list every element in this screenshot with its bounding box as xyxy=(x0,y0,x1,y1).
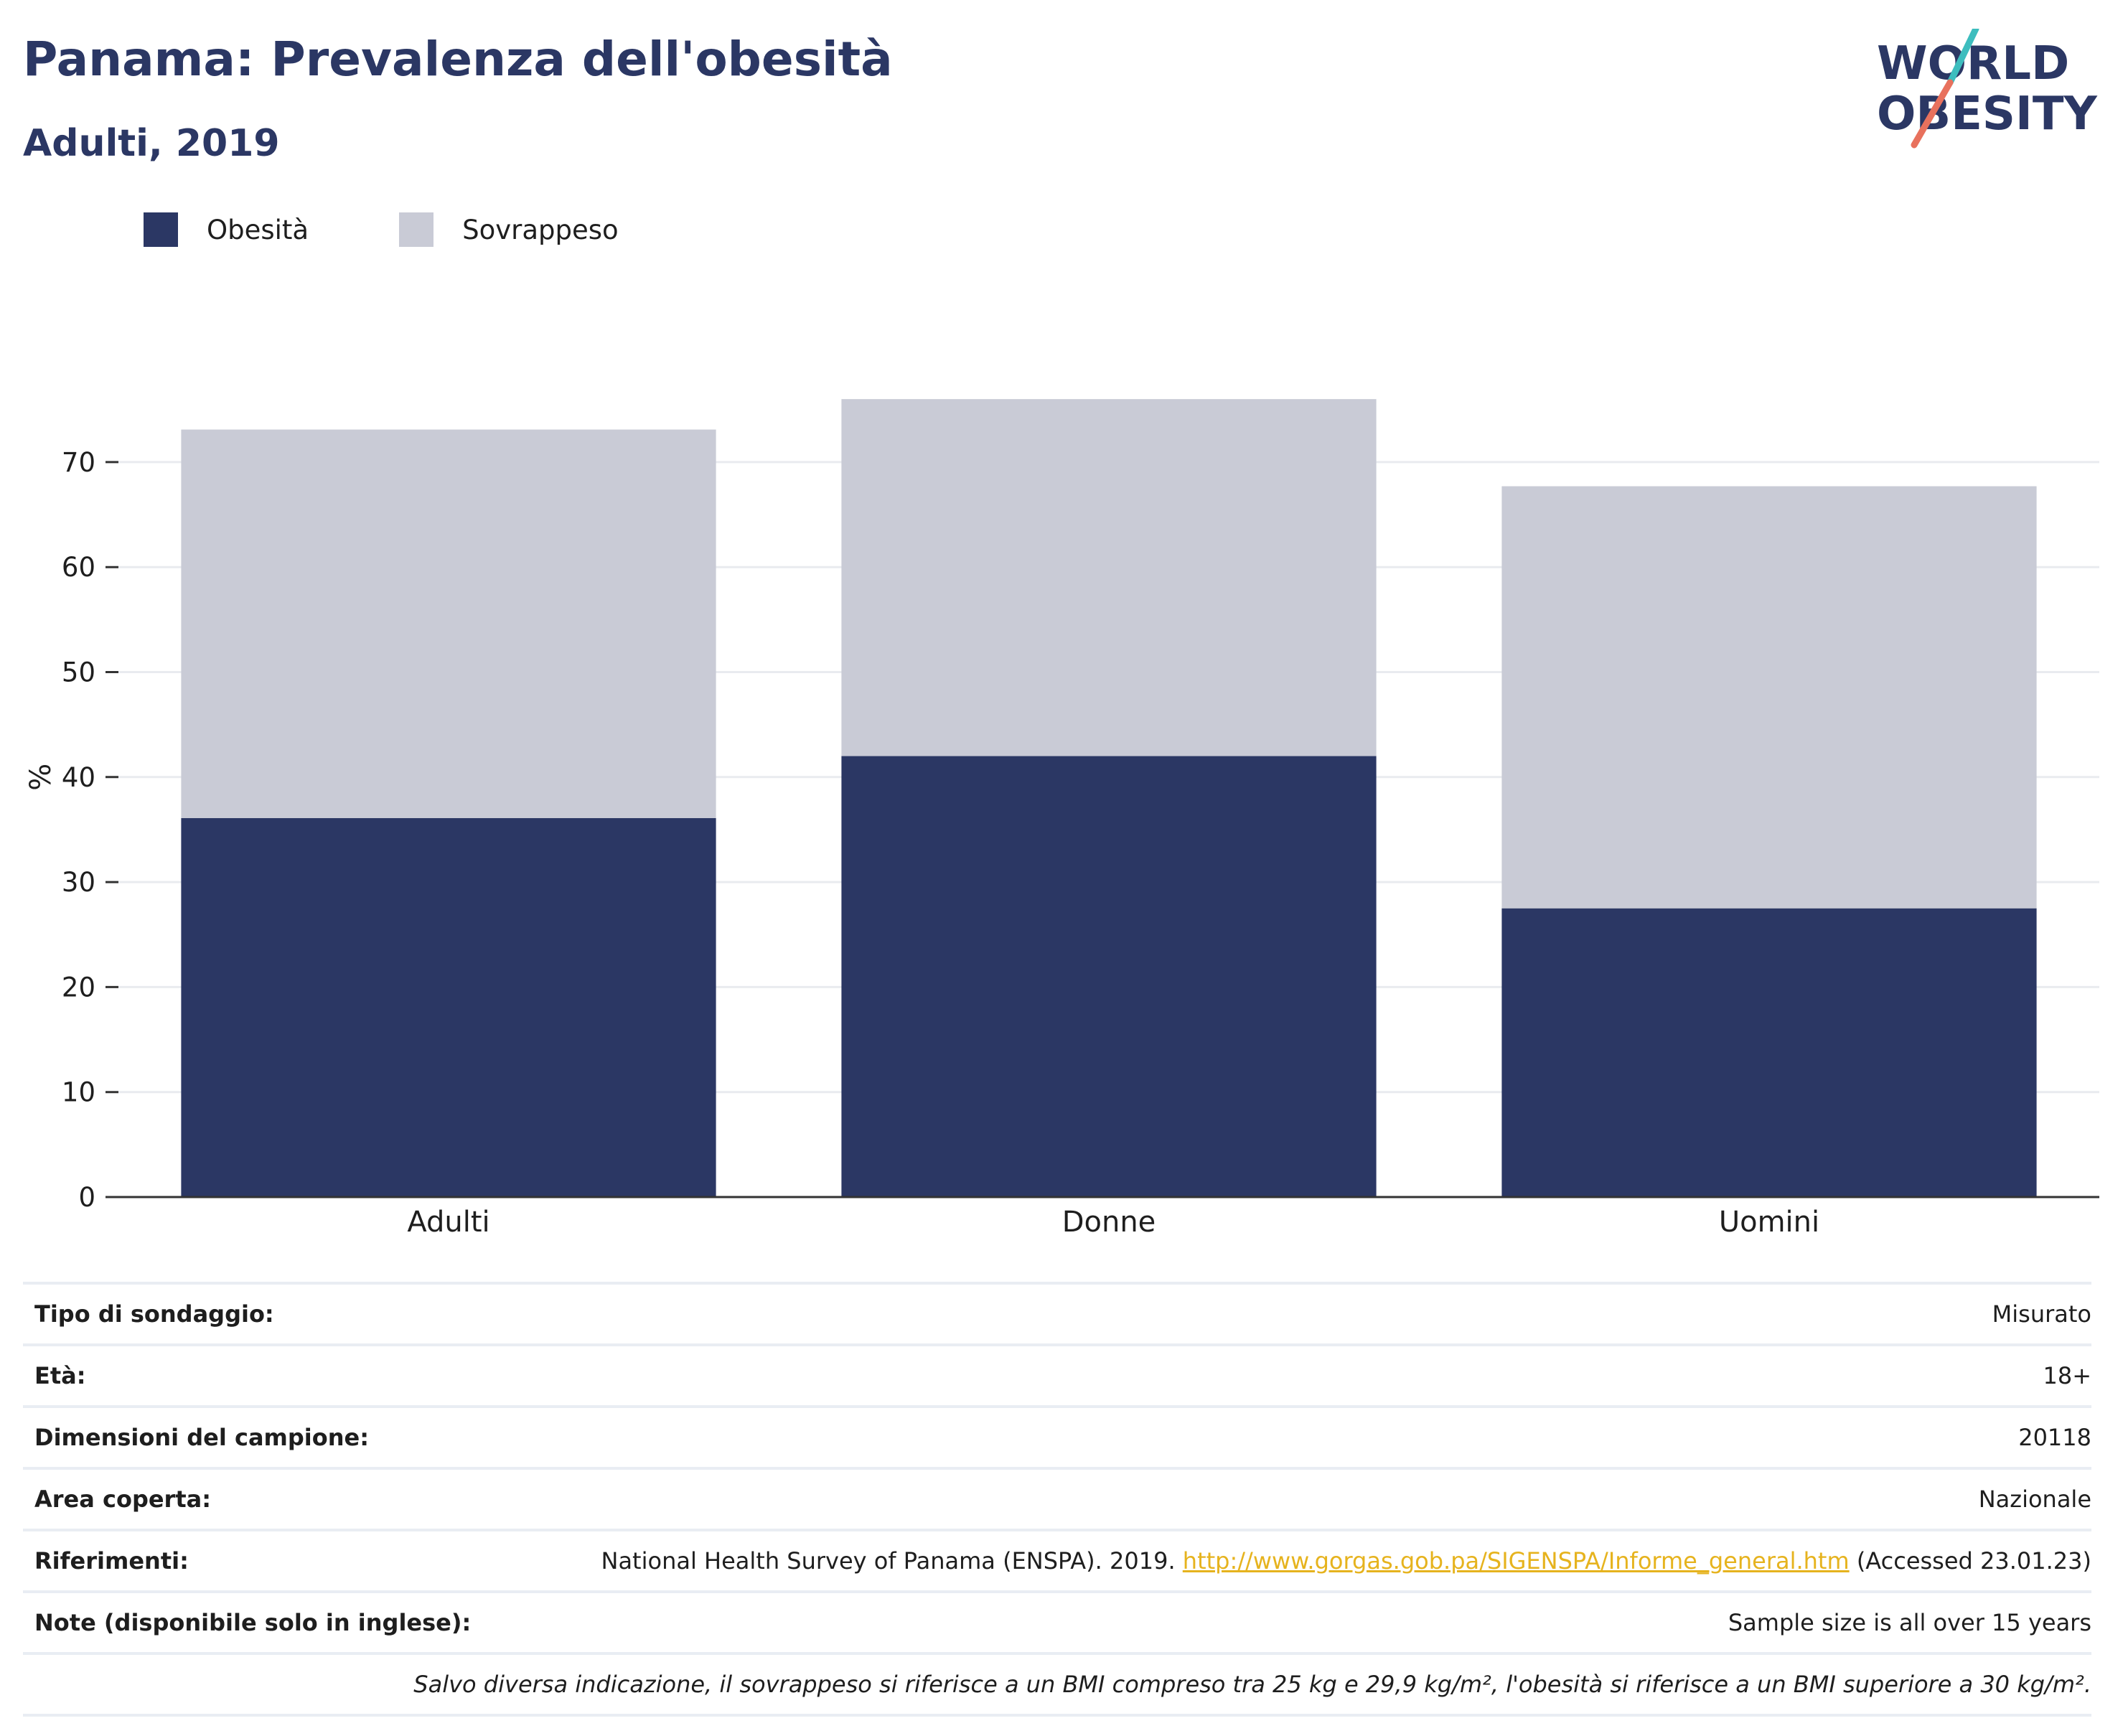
info-row-footnote: Salvo diversa indicazione, il sovrappeso… xyxy=(23,1652,2091,1717)
y-tick-label: 0 xyxy=(78,1182,95,1213)
bar-obesity-adulti xyxy=(181,817,716,1197)
info-key: Età: xyxy=(23,1343,499,1407)
info-value: National Health Survey of Panama (ENSPA)… xyxy=(498,1529,2091,1592)
bar-chart: 0 10 20 30 40 50 60 70% Adulti Donne Uomini xyxy=(24,399,2099,1239)
info-value: Sample size is all over 15 years xyxy=(498,1590,2091,1653)
x-tick-label: Donne xyxy=(1062,1206,1156,1239)
legend-item-obesity[interactable]: Obesità xyxy=(144,212,309,247)
info-key: Area coperta: xyxy=(23,1467,499,1530)
logo-text-obesity: OBESITY xyxy=(1877,88,2097,141)
y-tick-label: 10 xyxy=(62,1077,95,1108)
y-tick-label: 30 xyxy=(62,867,95,898)
y-tick-label: 40 xyxy=(62,762,95,793)
info-row-age: Età: 18+ xyxy=(23,1343,2091,1407)
info-key: Tipo di sondaggio: xyxy=(23,1282,499,1345)
bar-overweight-adulti xyxy=(181,429,716,818)
survey-info-table: Tipo di sondaggio: Misurato Età: 18+ Dim… xyxy=(23,1282,2091,1717)
info-key: Riferimenti: xyxy=(23,1529,499,1592)
reference-text: National Health Survey of Panama (ENSPA)… xyxy=(601,1547,1176,1575)
info-value: 20118 xyxy=(498,1405,2091,1468)
legend-label-obesity: Obesità xyxy=(207,214,309,245)
info-row-references: Riferimenti: National Health Survey of P… xyxy=(23,1529,2091,1592)
bar-overweight-donne xyxy=(841,399,1377,756)
info-row-area: Area coperta: Nazionale xyxy=(23,1467,2091,1530)
definition-footnote: Salvo diversa indicazione, il sovrappeso… xyxy=(23,1652,2091,1717)
legend-swatch-obesity xyxy=(144,212,178,247)
info-row-sample-size: Dimensioni del campione: 20118 xyxy=(23,1405,2091,1468)
x-tick-label: Adulti xyxy=(407,1206,489,1239)
y-tick-label: 60 xyxy=(62,552,95,583)
y-axis-label: % xyxy=(24,764,57,791)
logo-slash-coral xyxy=(1911,79,1954,149)
info-value: Nazionale xyxy=(498,1467,2091,1530)
chart-title: Panama: Prevalenza dell'obesità xyxy=(23,32,893,87)
chart-subtitle: Adulti, 2019 xyxy=(23,122,280,165)
bar-obesity-donne xyxy=(841,756,1377,1197)
logo-text-world: WORLD xyxy=(1877,37,2069,90)
legend-label-overweight: Sovrappeso xyxy=(462,214,619,245)
y-tick-label: 20 xyxy=(62,972,95,1003)
y-tick-label: 70 xyxy=(62,447,95,478)
info-value: 18+ xyxy=(498,1343,2091,1407)
info-key: Dimensioni del campione: xyxy=(23,1405,499,1468)
world-obesity-logo: WORLD OBESITY xyxy=(1877,29,2097,149)
info-row-survey-type: Tipo di sondaggio: Misurato xyxy=(23,1282,2091,1345)
info-value: Misurato xyxy=(498,1282,2091,1345)
bar-overweight-uomini xyxy=(1501,486,2037,909)
reference-link[interactable]: http://www.gorgas.gob.pa/SIGENSPA/Inform… xyxy=(1182,1547,1850,1575)
bar-obesity-uomini xyxy=(1501,908,2037,1197)
info-row-notes: Note (disponibile solo in inglese): Samp… xyxy=(23,1590,2091,1653)
legend-swatch-overweight xyxy=(399,212,434,247)
reference-accessed: (Accessed 23.01.23) xyxy=(1856,1547,2091,1575)
x-tick-label: Uomini xyxy=(1719,1206,1819,1239)
y-tick-label: 50 xyxy=(62,657,95,688)
logo-slash-teal xyxy=(1946,29,1979,86)
legend-item-overweight[interactable]: Sovrappeso xyxy=(399,212,619,247)
chart-legend: Obesità Sovrappeso xyxy=(144,212,709,247)
info-key: Note (disponibile solo in inglese): xyxy=(23,1590,499,1653)
